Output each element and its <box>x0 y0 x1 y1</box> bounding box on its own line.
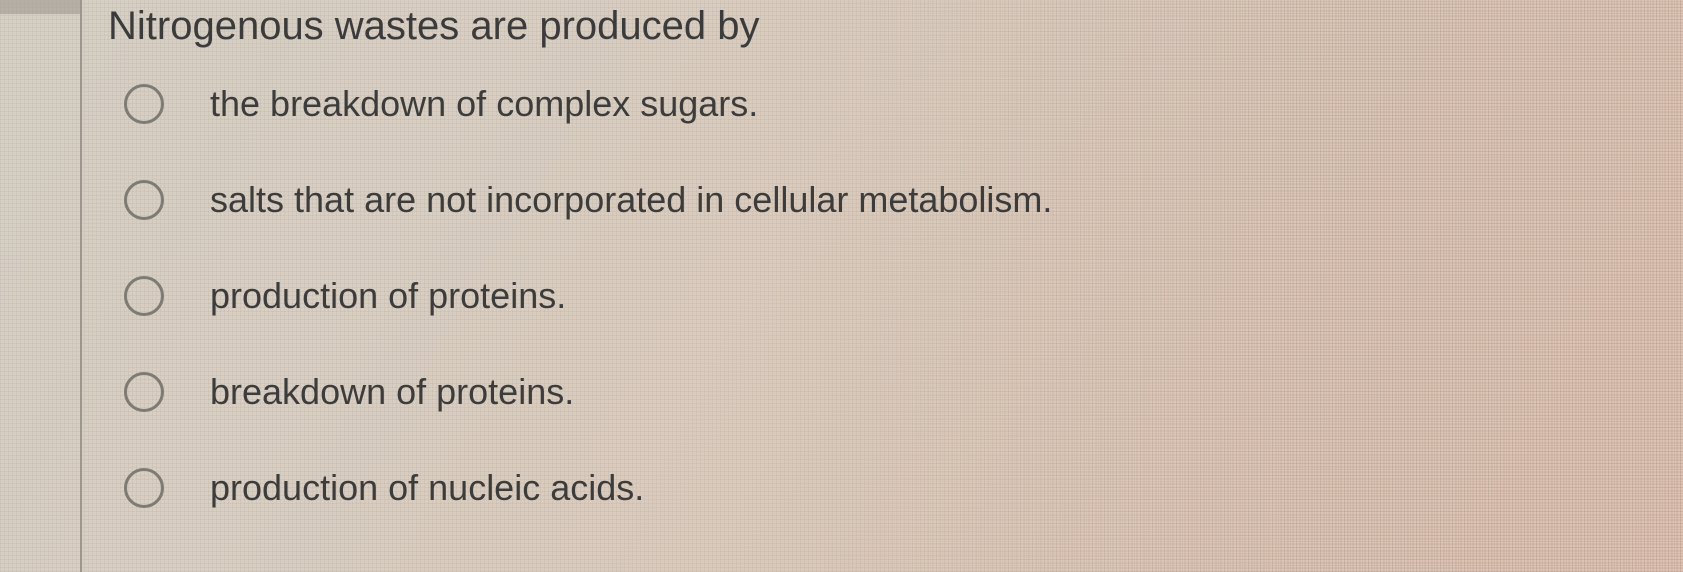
radio-icon[interactable] <box>124 372 164 412</box>
question-prompt: Nitrogenous wastes are produced by <box>108 4 1052 49</box>
option-label: breakdown of proteins. <box>210 371 574 413</box>
option-row[interactable]: salts that are not incorporated in cellu… <box>124 179 1052 221</box>
question-block: Nitrogenous wastes are produced by the b… <box>108 4 1052 509</box>
radio-icon[interactable] <box>124 468 164 508</box>
option-row[interactable]: production of proteins. <box>124 275 1052 317</box>
radio-icon[interactable] <box>124 84 164 124</box>
options-list: the breakdown of complex sugars. salts t… <box>124 83 1052 509</box>
option-label: the breakdown of complex sugars. <box>210 83 758 125</box>
left-vertical-rule <box>80 0 82 572</box>
option-row[interactable]: the breakdown of complex sugars. <box>124 83 1052 125</box>
radio-icon[interactable] <box>124 276 164 316</box>
top-edge-tab <box>0 0 80 14</box>
option-row[interactable]: breakdown of proteins. <box>124 371 1052 413</box>
option-label: production of nucleic acids. <box>210 467 644 509</box>
radio-icon[interactable] <box>124 180 164 220</box>
option-row[interactable]: production of nucleic acids. <box>124 467 1052 509</box>
option-label: production of proteins. <box>210 275 566 317</box>
option-label: salts that are not incorporated in cellu… <box>210 179 1052 221</box>
